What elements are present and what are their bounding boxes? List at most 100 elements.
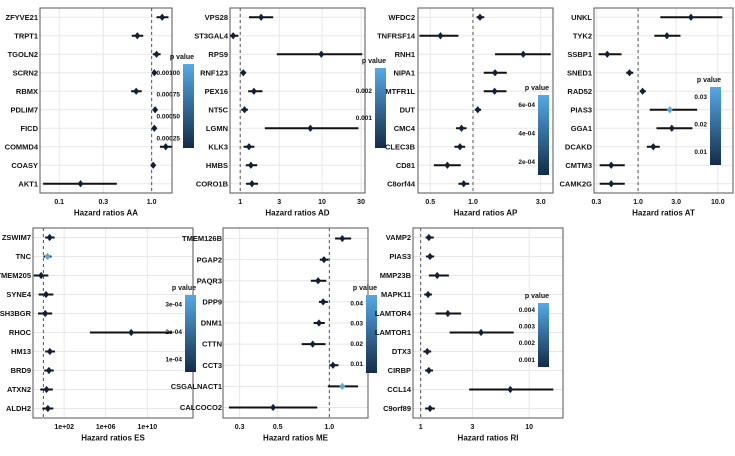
hr-point <box>663 32 670 40</box>
gene-label: RBMX <box>16 87 38 96</box>
hr-point <box>162 143 169 151</box>
panel-ES: ZSWIM7 TNC TMEM205 SYNE4 SH3BGR RHOC HM13 BRD9 A… <box>0 227 196 443</box>
gene-label: MTFR1L <box>385 87 415 96</box>
hr-point <box>444 161 451 169</box>
hr-point <box>458 124 465 132</box>
gene-label: C9orf89 <box>383 404 411 413</box>
gene-label: UNKL <box>571 13 592 22</box>
x-axis-title: Hazard ratios ME <box>263 434 329 443</box>
gene-label: HMBS <box>206 161 228 170</box>
gene-label: ATXN2 <box>7 385 31 394</box>
legend-label: 0.00075 <box>157 92 181 99</box>
legend-label: 0.01 <box>350 361 363 368</box>
hr-point <box>258 13 265 21</box>
legend-label: 0.004 <box>519 307 536 314</box>
hr-point <box>151 124 158 132</box>
x-tick-label: 10 <box>318 199 326 206</box>
hr-point <box>153 50 160 58</box>
legend-title: p value <box>170 54 194 61</box>
hr-point <box>77 180 84 188</box>
legend-title: p value <box>353 285 377 292</box>
hr-point <box>45 366 52 375</box>
gene-label: RNH1 <box>395 50 415 59</box>
gene-label: DTX3 <box>392 347 411 356</box>
x-tick-label: 1e+02 <box>54 424 74 431</box>
x-axis-title: Hazard ratios AP <box>454 209 518 218</box>
gene-label: SYNE4 <box>6 290 31 299</box>
pvalue-legend: p value 3e-04 2e-04 1e-04 <box>165 285 196 372</box>
gene-label: PAQR3 <box>197 276 222 285</box>
x-axis-title: Hazard ratios RI <box>458 434 519 443</box>
legend-title: p value <box>525 85 549 92</box>
hr-point <box>241 106 248 114</box>
hr-point <box>270 403 277 412</box>
gene-label: LGMN <box>206 124 228 133</box>
hr-point <box>247 161 254 169</box>
gene-label: COMMD4 <box>5 142 39 151</box>
gene-label: RNF123 <box>200 68 228 77</box>
hr-point <box>608 180 615 188</box>
legend-label: 0.04 <box>350 300 363 307</box>
hr-point <box>315 277 322 285</box>
hr-point <box>250 87 257 95</box>
pvalue-legend: p value 0.04 0.03 0.02 0.01 <box>350 285 377 373</box>
hr-point <box>437 32 444 40</box>
gene-label: SSBP1 <box>567 50 592 59</box>
legend-label: 0.002 <box>519 340 536 347</box>
x-tick-label: 3 <box>470 424 474 431</box>
hr-point <box>151 69 158 77</box>
pvalue-legend: p value 0.002 0.001 <box>356 58 386 148</box>
gene-label: CORO1B <box>196 179 229 188</box>
x-tick-label: 30 <box>357 199 365 206</box>
gene-label: WFDC2 <box>388 13 415 22</box>
hr-point <box>650 143 657 151</box>
hr-point <box>666 106 673 114</box>
legend-label: 3e-04 <box>165 302 182 309</box>
hr-point <box>44 252 51 261</box>
legend-bar <box>375 68 386 148</box>
gene-label: VPS28 <box>205 13 228 22</box>
x-tick-label: 1.0 <box>633 199 643 206</box>
hr-point <box>434 271 441 280</box>
legend-label: 1e-04 <box>165 356 182 363</box>
hr-point <box>668 124 675 132</box>
legend-title: p value <box>362 58 386 65</box>
legend-title: p value <box>172 285 196 292</box>
legend-label: 0.001 <box>356 115 373 122</box>
gene-label: CLEC3B <box>385 142 416 151</box>
gene-label: CIRBP <box>388 366 411 375</box>
gene-label: DNM1 <box>201 319 222 328</box>
hr-point <box>230 32 237 40</box>
gene-label: PIAS3 <box>389 252 411 261</box>
hr-point <box>478 328 485 337</box>
legend-title: p value <box>697 77 721 84</box>
legend-bar <box>185 295 196 372</box>
hr-point <box>492 69 499 77</box>
legend-title: p value <box>525 293 549 300</box>
x-axis-title: Hazard ratios AT <box>632 209 695 218</box>
hr-point <box>339 382 346 390</box>
gene-label: RPS9 <box>208 50 228 59</box>
hr-point <box>425 290 432 299</box>
gene-label: ZFYVE21 <box>5 13 38 22</box>
legend-bar <box>538 95 549 175</box>
hr-point <box>608 161 615 169</box>
hr-point <box>425 233 432 242</box>
gene-label: CMC4 <box>394 124 416 133</box>
gene-label: LAMTOR1 <box>375 328 411 337</box>
x-tick-label: 0.1 <box>54 199 64 206</box>
x-tick-label: 0.3 <box>98 199 108 206</box>
gene-label: BRD9 <box>11 366 31 375</box>
legend-label: 0.00100 <box>157 70 181 77</box>
hr-point <box>133 87 140 95</box>
plot-border <box>593 7 734 194</box>
pvalue-legend: p value 6e-04 4e-04 2e-04 <box>518 85 549 175</box>
hr-point <box>427 252 434 261</box>
legend-label: 6e-04 <box>518 102 535 109</box>
x-tick-label: 0.3 <box>235 424 245 431</box>
x-tick-label: 1e+06 <box>96 424 116 431</box>
hr-point <box>128 328 135 337</box>
gene-label: TNFRSF14 <box>377 31 416 40</box>
x-tick-label: 10 <box>525 424 533 431</box>
hr-point <box>315 319 322 327</box>
